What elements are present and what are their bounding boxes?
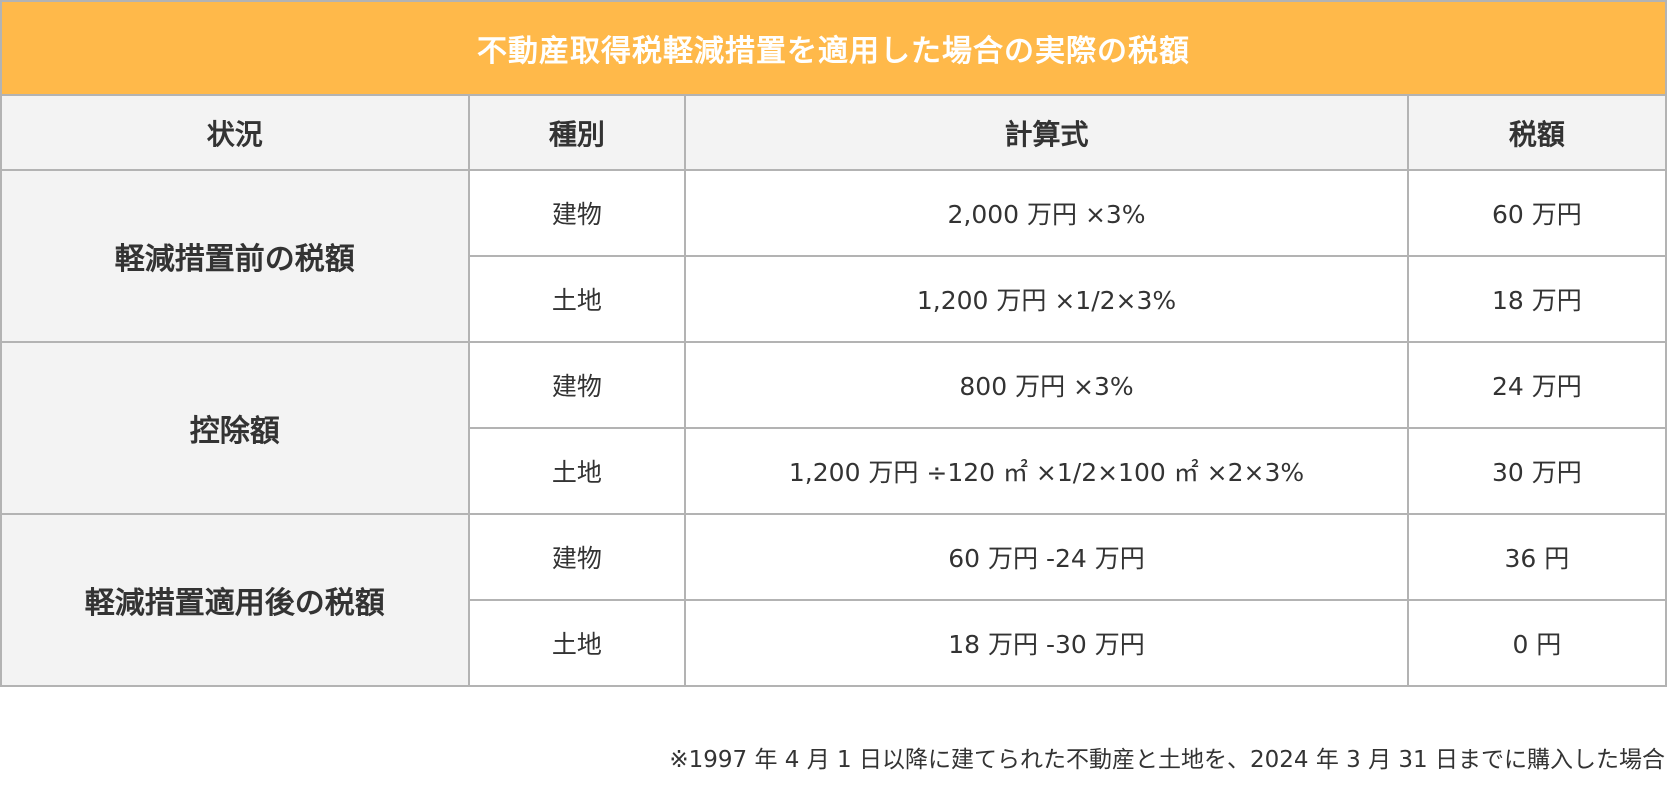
type-cell: 建物 bbox=[467, 169, 687, 257]
formula-cell: 2,000 万円 ×3% bbox=[684, 169, 1409, 257]
type-cell: 土地 bbox=[467, 599, 687, 687]
formula-cell: 1,200 万円 ÷120 ㎡ ×1/2×100 ㎡ ×2×3% bbox=[684, 427, 1409, 515]
amount-cell: 0 円 bbox=[1406, 599, 1667, 687]
tax-calculation-table: 不動産取得税軽減措置を適用した場合の実際の税額 状況 種別 計算式 税額 軽減措… bbox=[0, 0, 1667, 687]
group-label-deduction: 控除額 bbox=[0, 341, 470, 515]
header-situation: 状況 bbox=[0, 94, 470, 171]
amount-cell: 18 万円 bbox=[1406, 255, 1667, 343]
amount-cell: 30 万円 bbox=[1406, 427, 1667, 515]
table-header-row: 状況 種別 計算式 税額 bbox=[0, 94, 1667, 171]
group-label-before-reduction: 軽減措置前の税額 bbox=[0, 169, 470, 343]
table-row: 土地 1,200 万円 ÷120 ㎡ ×1/2×100 ㎡ ×2×3% 30 万… bbox=[1, 427, 1667, 515]
type-cell: 建物 bbox=[467, 341, 687, 429]
table-title: 不動産取得税軽減措置を適用した場合の実際の税額 bbox=[0, 0, 1667, 95]
table-row: 軽減措置前の税額 建物 2,000 万円 ×3% 60 万円 bbox=[0, 169, 1667, 343]
table-row: 軽減措置適用後の税額 建物 60 万円 -24 万円 36 円 bbox=[0, 513, 1667, 687]
formula-cell: 60 万円 -24 万円 bbox=[684, 513, 1409, 601]
formula-cell: 18 万円 -30 万円 bbox=[684, 599, 1409, 687]
header-type: 種別 bbox=[467, 94, 687, 171]
formula-cell: 1,200 万円 ×1/2×3% bbox=[684, 255, 1409, 343]
header-formula: 計算式 bbox=[684, 94, 1409, 171]
header-amount: 税額 bbox=[1406, 94, 1667, 171]
group-label-after-reduction: 軽減措置適用後の税額 bbox=[0, 513, 470, 687]
type-cell: 建物 bbox=[467, 513, 687, 601]
footnote: ※1997 年 4 月 1 日以降に建てられた不動産と土地を、2024 年 3 … bbox=[669, 747, 1665, 773]
table-row: 土地 18 万円 -30 万円 0 円 bbox=[1, 599, 1667, 687]
amount-cell: 24 万円 bbox=[1406, 341, 1667, 429]
formula-cell: 800 万円 ×3% bbox=[684, 341, 1409, 429]
table-title-row: 不動産取得税軽減措置を適用した場合の実際の税額 bbox=[0, 0, 1667, 95]
table-row: 土地 1,200 万円 ×1/2×3% 18 万円 bbox=[1, 255, 1667, 343]
type-cell: 土地 bbox=[467, 255, 687, 343]
type-cell: 土地 bbox=[467, 427, 687, 515]
amount-cell: 36 円 bbox=[1406, 513, 1667, 601]
table-row: 控除額 建物 800 万円 ×3% 24 万円 bbox=[0, 341, 1667, 515]
amount-cell: 60 万円 bbox=[1406, 169, 1667, 257]
